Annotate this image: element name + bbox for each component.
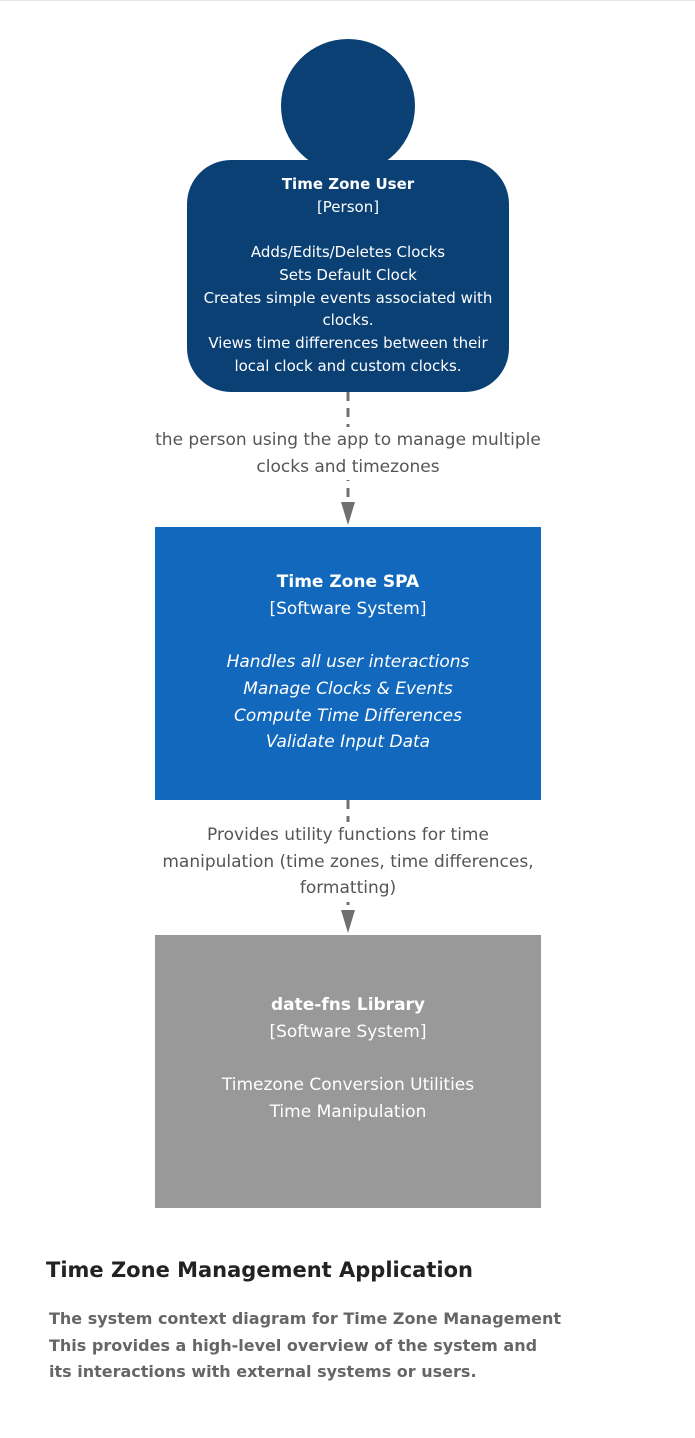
diagram-description-line-3: its interactions with external systems o… <box>49 1362 477 1381</box>
spacer <box>155 1045 541 1072</box>
system-description-4: Validate Input Data <box>265 732 431 753</box>
person-description-4: Views time differences between their loc… <box>208 333 488 375</box>
diagram-description: The system context diagram for Time Zone… <box>49 1306 561 1386</box>
spacer <box>155 622 541 649</box>
system-type: [Software System] <box>269 1021 427 1042</box>
system-type: [Software System] <box>269 598 427 619</box>
system-description-2: Time Manipulation <box>269 1101 427 1122</box>
person-name: Time Zone User <box>281 175 415 193</box>
system-description-3: Compute Time Differences <box>234 705 462 726</box>
system-time-zone-spa: Time Zone SPA [Software System] Handles … <box>155 527 541 800</box>
person-time-zone-user: Time Zone User [Person] Adds/Edits/Delet… <box>187 160 509 392</box>
person-head-shape <box>281 39 415 173</box>
arrow-user-to-spa-head <box>341 502 355 525</box>
system-date-fns-library: date-fns Library [Software System] Timez… <box>155 935 541 1208</box>
relationship-label-spa-to-library: Provides utility functions for time mani… <box>150 822 546 902</box>
person-description-1: Adds/Edits/Deletes Clocks <box>250 243 446 262</box>
arrow-spa-to-library-head <box>341 910 355 933</box>
person-description-3: Creates simple events associated with cl… <box>203 288 493 330</box>
person-type: [Person] <box>316 197 380 216</box>
system-description-2: Manage Clocks & Events <box>243 678 453 699</box>
system-description-1: Timezone Conversion Utilities <box>221 1075 475 1096</box>
top-border-line <box>0 0 695 1</box>
spacer <box>187 218 509 241</box>
system-name: date-fns Library <box>270 995 426 1015</box>
diagram-title: Time Zone Management Application <box>46 1258 473 1282</box>
system-description-1: Handles all user interactions <box>226 652 470 673</box>
diagram-description-line-1: The system context diagram for Time Zone… <box>49 1309 562 1328</box>
relationship-label-user-to-spa: the person using the app to manage multi… <box>140 427 556 480</box>
diagram-description-line-2: This provides a high-level overview of t… <box>49 1335 538 1355</box>
person-description-2: Sets Default Clock <box>279 265 417 284</box>
system-name: Time Zone SPA <box>276 572 420 592</box>
